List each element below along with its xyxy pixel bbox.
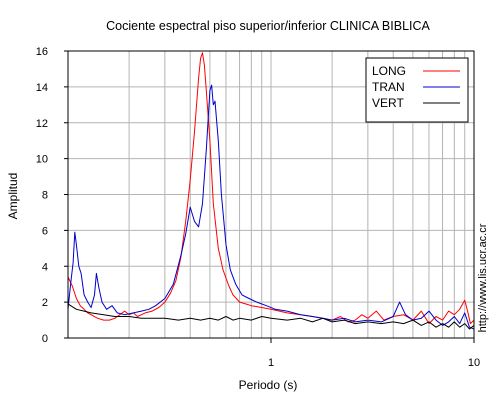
x-tick-label: 10	[468, 357, 480, 369]
x-axis: 1 10	[268, 338, 480, 369]
series-line-tran	[67, 84, 475, 330]
y-tick-label: 8	[42, 190, 48, 202]
x-tick-label: 1	[268, 357, 274, 369]
series-lines	[67, 52, 475, 330]
legend-label-tran: TRAN	[372, 80, 405, 94]
y-tick-label: 6	[42, 225, 48, 237]
legend: LONG TRAN VERT	[365, 57, 469, 123]
y-tick-label: 16	[36, 46, 48, 58]
y-tick-label: 0	[42, 333, 48, 345]
y-tick-label: 14	[36, 82, 48, 94]
y-tick-label: 12	[36, 118, 48, 130]
chart-title: Cociente espectral piso superior/inferio…	[106, 19, 430, 33]
y-axis: 0 2 4 6 8 10 12 14 16	[36, 46, 68, 345]
y-tick-label: 2	[42, 297, 48, 309]
legend-box	[365, 57, 469, 123]
watermark-url: http://www.lis.ucr.ac.cr	[477, 223, 489, 332]
y-axis-label: Amplitud	[6, 173, 20, 220]
legend-label-long: LONG	[372, 64, 406, 78]
y-tick-label: 4	[42, 261, 48, 273]
x-axis-label: Periodo (s)	[239, 378, 298, 392]
y-tick-label: 10	[36, 154, 48, 166]
legend-label-vert: VERT	[372, 96, 404, 110]
series-line-vert	[67, 303, 475, 330]
